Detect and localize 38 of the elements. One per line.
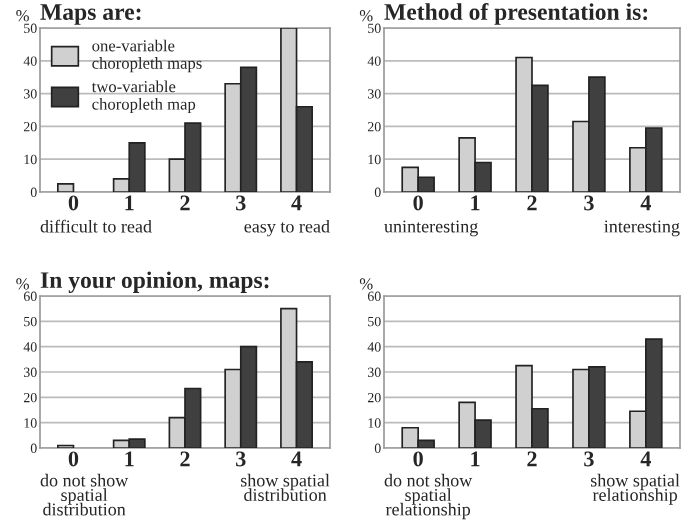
x-tick-label: 1 [125,451,134,467]
x-tick-label: 0 [413,195,423,211]
x-tick-label: 3 [584,451,594,467]
legend-label: two-variable choropleth map [91,80,196,114]
x-tick-label: 4 [640,451,651,467]
x-tick-label: 2 [180,195,190,211]
x-tick-label: 4 [640,195,651,211]
y-axis-title: % [16,10,29,22]
x-tick-label: 1 [471,451,480,467]
legend-label: one-variable choropleth maps [92,39,202,73]
x-tick-label: 2 [527,451,537,467]
x-tick-label: 0 [413,451,423,467]
x-tick-label: 2 [180,451,190,467]
chart-title: In your opinion, maps: [40,271,269,293]
text: show spatial distribution [240,473,330,502]
x-tick-label: 4 [291,195,302,211]
x-tick-label: 1 [125,195,134,211]
x-tick-label: 1 [471,195,480,211]
x-tick-label: 0 [68,195,79,211]
y-axis-title: % [359,278,373,290]
y-axis-title: % [16,278,29,290]
text: show spatial relationship [590,473,680,505]
x-tick-label: 4 [291,451,302,467]
text: do not show spatial distribution [40,473,129,516]
x-tick-label: 0 [68,451,79,467]
x-tick-label: 3 [584,195,594,211]
text: easy to read [244,219,330,237]
bar [57,182,75,192]
x-tick-label: 2 [527,195,537,211]
y-axis-title: % [359,10,373,22]
chart-title: Method of presentation is: [384,3,648,25]
text: do not show spatial relationship [384,473,473,520]
x-tick-label: 3 [236,195,246,211]
chart-title: Maps are: [40,4,141,25]
x-tick-label: 3 [236,451,246,467]
text: difficult to read [40,219,152,233]
text: interesting [604,220,680,237]
text: uninteresting [384,220,478,237]
